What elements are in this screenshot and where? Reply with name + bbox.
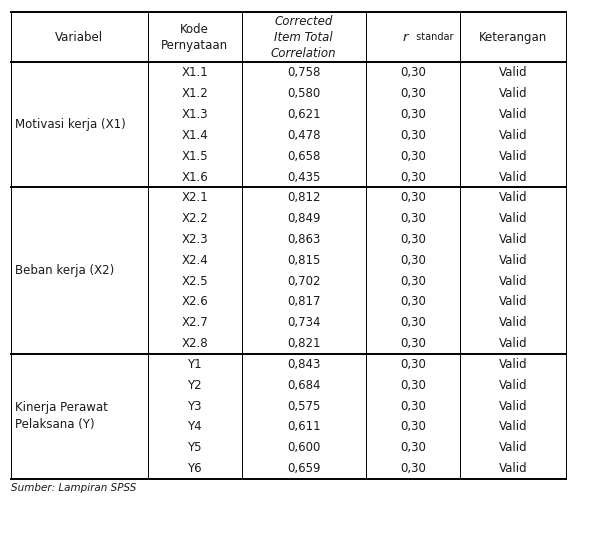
Text: X1.3: X1.3 — [181, 108, 208, 121]
Text: Valid: Valid — [499, 191, 527, 204]
Text: r: r — [403, 31, 413, 44]
Text: X2.1: X2.1 — [181, 191, 208, 204]
Text: 0,758: 0,758 — [287, 66, 320, 79]
Text: 0,702: 0,702 — [287, 275, 320, 288]
Text: 0,30: 0,30 — [400, 462, 426, 475]
Text: Beban kerja (X2): Beban kerja (X2) — [15, 264, 115, 277]
Text: Valid: Valid — [499, 379, 527, 392]
Text: X2.5: X2.5 — [181, 275, 208, 288]
Text: 0,812: 0,812 — [287, 191, 320, 204]
Text: Valid: Valid — [499, 358, 527, 371]
Text: 0,621: 0,621 — [287, 108, 320, 121]
Text: 0,580: 0,580 — [287, 87, 320, 100]
Text: X1.5: X1.5 — [181, 150, 208, 163]
Text: Corrected
Item Total
Correlation: Corrected Item Total Correlation — [271, 15, 337, 60]
Text: Valid: Valid — [499, 316, 527, 329]
Text: 0,30: 0,30 — [400, 150, 426, 163]
Text: Y5: Y5 — [188, 441, 202, 454]
Text: 0,849: 0,849 — [287, 212, 320, 225]
Text: Valid: Valid — [499, 275, 527, 288]
Text: 0,611: 0,611 — [287, 420, 320, 433]
Text: Valid: Valid — [499, 108, 527, 121]
Text: 0,30: 0,30 — [400, 399, 426, 413]
Text: Valid: Valid — [499, 337, 527, 350]
Text: 0,30: 0,30 — [400, 170, 426, 184]
Text: X1.1: X1.1 — [181, 66, 208, 79]
Text: X2.2: X2.2 — [181, 212, 208, 225]
Text: X2.7: X2.7 — [181, 316, 208, 329]
Text: 0,843: 0,843 — [287, 358, 320, 371]
Text: 0,30: 0,30 — [400, 129, 426, 142]
Text: X1.2: X1.2 — [181, 87, 208, 100]
Text: Valid: Valid — [499, 420, 527, 433]
Text: Valid: Valid — [499, 150, 527, 163]
Text: 0,30: 0,30 — [400, 358, 426, 371]
Text: Y3: Y3 — [188, 399, 202, 413]
Text: X1.4: X1.4 — [181, 129, 208, 142]
Text: 0,30: 0,30 — [400, 66, 426, 79]
Text: Valid: Valid — [499, 212, 527, 225]
Text: 0,478: 0,478 — [287, 129, 320, 142]
Text: 0,659: 0,659 — [287, 462, 320, 475]
Text: 0,817: 0,817 — [287, 295, 320, 309]
Text: 0,30: 0,30 — [400, 379, 426, 392]
Text: X2.6: X2.6 — [181, 295, 208, 309]
Text: 0,575: 0,575 — [287, 399, 320, 413]
Text: standar: standar — [413, 32, 453, 42]
Text: 0,30: 0,30 — [400, 191, 426, 204]
Text: Valid: Valid — [499, 66, 527, 79]
Text: 0,435: 0,435 — [287, 170, 320, 184]
Text: Valid: Valid — [499, 129, 527, 142]
Text: 0,863: 0,863 — [287, 233, 320, 246]
Text: Y6: Y6 — [187, 462, 202, 475]
Text: Valid: Valid — [499, 441, 527, 454]
Text: Y2: Y2 — [187, 379, 202, 392]
Text: Y4: Y4 — [187, 420, 202, 433]
Text: 0,30: 0,30 — [400, 337, 426, 350]
Text: Sumber: Lampiran SPSS: Sumber: Lampiran SPSS — [11, 483, 137, 493]
Text: 0,30: 0,30 — [400, 295, 426, 309]
Text: Valid: Valid — [499, 399, 527, 413]
Text: Valid: Valid — [499, 170, 527, 184]
Text: 0,600: 0,600 — [287, 441, 320, 454]
Text: Keterangan: Keterangan — [479, 31, 548, 44]
Text: Valid: Valid — [499, 254, 527, 267]
Text: Kode
Pernyataan: Kode Pernyataan — [161, 23, 228, 52]
Text: 0,815: 0,815 — [287, 254, 320, 267]
Text: 0,30: 0,30 — [400, 275, 426, 288]
Text: Valid: Valid — [499, 295, 527, 309]
Text: 0,30: 0,30 — [400, 420, 426, 433]
Text: Valid: Valid — [499, 233, 527, 246]
Text: 0,30: 0,30 — [400, 212, 426, 225]
Text: Y1: Y1 — [187, 358, 202, 371]
Text: X2.3: X2.3 — [181, 233, 208, 246]
Text: Valid: Valid — [499, 87, 527, 100]
Text: X1.6: X1.6 — [181, 170, 208, 184]
Text: 0,658: 0,658 — [287, 150, 320, 163]
Text: Variabel: Variabel — [55, 31, 103, 44]
Text: 0,30: 0,30 — [400, 316, 426, 329]
Text: Valid: Valid — [499, 462, 527, 475]
Text: 0,30: 0,30 — [400, 108, 426, 121]
Text: 0,734: 0,734 — [287, 316, 320, 329]
Text: 0,30: 0,30 — [400, 233, 426, 246]
Text: 0,684: 0,684 — [287, 379, 320, 392]
Text: X2.4: X2.4 — [181, 254, 208, 267]
Text: Motivasi kerja (X1): Motivasi kerja (X1) — [15, 118, 126, 132]
Text: 0,821: 0,821 — [287, 337, 320, 350]
Text: 0,30: 0,30 — [400, 87, 426, 100]
Text: X2.8: X2.8 — [181, 337, 208, 350]
Text: 0,30: 0,30 — [400, 254, 426, 267]
Text: 0,30: 0,30 — [400, 441, 426, 454]
Text: Kinerja Perawat
Pelaksana (Y): Kinerja Perawat Pelaksana (Y) — [15, 402, 108, 431]
